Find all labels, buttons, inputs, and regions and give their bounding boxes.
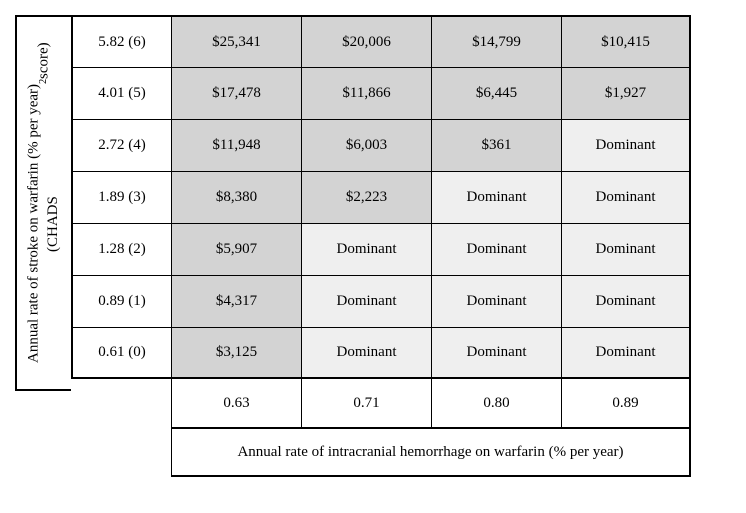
data-cell: Dominant (561, 223, 691, 275)
data-cell: $6,445 (431, 67, 561, 119)
data-cell: $14,799 (431, 15, 561, 67)
data-cell: Dominant (431, 223, 561, 275)
row-header: 4.01 (5) (71, 67, 171, 119)
data-cell: $17,478 (171, 67, 301, 119)
data-cell: Dominant (561, 171, 691, 223)
spacer (71, 429, 171, 477)
row-header: 2.72 (4) (71, 119, 171, 171)
data-cell: $3,125 (171, 327, 301, 379)
data-cell: $2,223 (301, 171, 431, 223)
data-cell: Dominant (431, 171, 561, 223)
row-header: 5.82 (6) (71, 15, 171, 67)
data-cell: Dominant (561, 327, 691, 379)
data-cell: Dominant (301, 223, 431, 275)
col-header: 0.80 (431, 379, 561, 429)
data-grid: 5.82 (6)$25,341$20,006$14,799$10,415 4.01… (71, 15, 691, 477)
data-cell: $6,003 (301, 119, 431, 171)
y-axis-label: Annual rate of stroke on warfarin (% per… (15, 15, 71, 391)
col-header: 0.89 (561, 379, 691, 429)
data-cell: Dominant (561, 275, 691, 327)
data-cell: $10,415 (561, 15, 691, 67)
data-cell: $25,341 (171, 15, 301, 67)
data-cell: Dominant (431, 275, 561, 327)
data-cell: $1,927 (561, 67, 691, 119)
spacer (71, 379, 171, 429)
x-axis-label: Annual rate of intracranial hemorrhage o… (171, 429, 691, 477)
row-header: 1.28 (2) (71, 223, 171, 275)
data-cell: $20,006 (301, 15, 431, 67)
data-cell: Dominant (561, 119, 691, 171)
data-cell: $11,948 (171, 119, 301, 171)
data-cell: $361 (431, 119, 561, 171)
data-cell: $11,866 (301, 67, 431, 119)
data-cell: Dominant (301, 275, 431, 327)
data-cell: $4,317 (171, 275, 301, 327)
col-header: 0.63 (171, 379, 301, 429)
data-cell: $5,907 (171, 223, 301, 275)
row-header: 0.61 (0) (71, 327, 171, 379)
col-header: 0.71 (301, 379, 431, 429)
data-cell: $8,380 (171, 171, 301, 223)
data-cell: Dominant (431, 327, 561, 379)
row-header: 0.89 (1) (71, 275, 171, 327)
data-cell: Dominant (301, 327, 431, 379)
row-header: 1.89 (3) (71, 171, 171, 223)
table-wrapper: Annual rate of stroke on warfarin (% per… (15, 15, 731, 477)
